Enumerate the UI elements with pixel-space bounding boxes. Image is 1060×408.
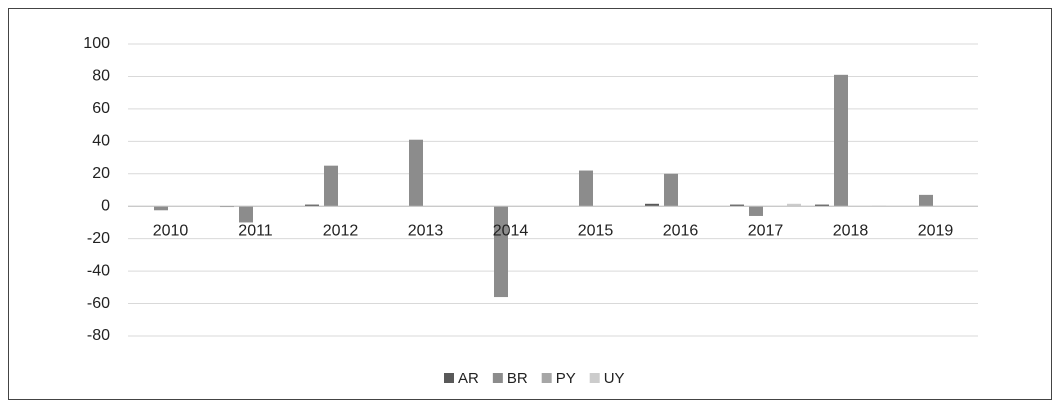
chart-frame — [8, 8, 1052, 400]
y-tick-label: 40 — [92, 133, 110, 150]
x-tick-label: 2014 — [493, 222, 529, 239]
bar — [730, 204, 744, 207]
bar — [239, 206, 253, 223]
x-tick-label: 2010 — [153, 222, 189, 239]
y-tick-label: 100 — [83, 35, 110, 52]
bar — [787, 203, 801, 207]
x-tick-label: 2018 — [833, 222, 869, 239]
bar — [409, 139, 423, 207]
legend: AR BR PY UY — [444, 370, 625, 387]
legend-label: UY — [604, 370, 625, 387]
y-tick-label: 20 — [92, 165, 110, 182]
x-tick-label: 2015 — [578, 222, 614, 239]
y-tick-label: -60 — [87, 295, 110, 312]
legend-swatch — [444, 373, 454, 383]
bar — [645, 203, 659, 207]
bar — [305, 204, 319, 207]
legend-swatch — [541, 373, 552, 383]
legend-label: PY — [556, 370, 576, 387]
y-tick-label: -40 — [87, 262, 110, 279]
bar — [324, 165, 338, 207]
y-tick-label: -80 — [87, 327, 110, 344]
legend-swatch — [492, 373, 503, 383]
legend-label: AR — [458, 370, 479, 387]
y-tick-label: 80 — [92, 68, 110, 85]
bar — [815, 204, 829, 207]
x-tick-label: 2011 — [238, 222, 273, 239]
bar — [834, 74, 848, 207]
y-tick-label: -20 — [87, 230, 110, 247]
y-tick-label: 60 — [92, 100, 110, 117]
y-tick-label: 0 — [101, 197, 110, 214]
bar — [664, 173, 678, 207]
bar — [494, 206, 508, 298]
bar — [919, 194, 933, 207]
legend-swatch — [589, 373, 600, 383]
x-tick-label: 2017 — [748, 222, 784, 239]
x-tick-label: 2016 — [663, 222, 699, 239]
bar — [579, 170, 593, 207]
x-tick-label: 2012 — [323, 222, 359, 239]
bar — [154, 206, 168, 211]
x-tick-label: 2019 — [918, 222, 954, 239]
legend-label: BR — [507, 370, 528, 387]
bar — [749, 206, 763, 216]
x-tick-label: 2013 — [408, 222, 444, 239]
